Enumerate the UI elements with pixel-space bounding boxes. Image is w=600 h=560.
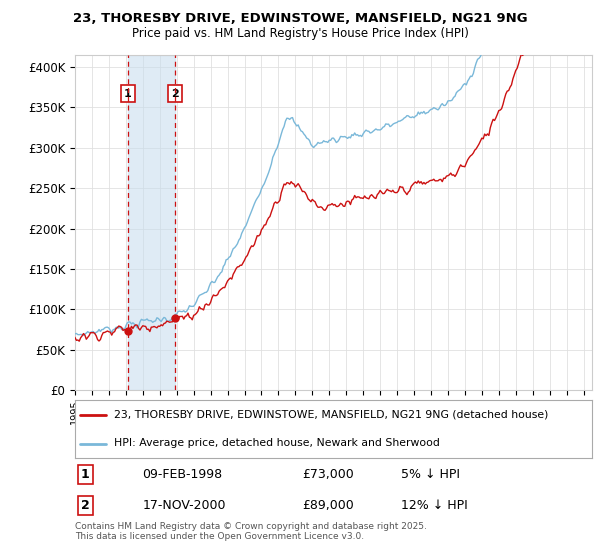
Text: 17-NOV-2000: 17-NOV-2000 [142,499,226,512]
Text: 1: 1 [81,468,90,481]
Text: HPI: Average price, detached house, Newark and Sherwood: HPI: Average price, detached house, Newa… [114,438,440,449]
Text: 09-FEB-1998: 09-FEB-1998 [142,468,223,481]
Text: 1: 1 [124,88,131,99]
Text: £73,000: £73,000 [302,468,354,481]
Text: 23, THORESBY DRIVE, EDWINSTOWE, MANSFIELD, NG21 9NG (detached house): 23, THORESBY DRIVE, EDWINSTOWE, MANSFIEL… [114,409,548,419]
Bar [128,55,175,390]
Text: Price paid vs. HM Land Registry's House Price Index (HPI): Price paid vs. HM Land Registry's House … [131,27,469,40]
Text: Contains HM Land Registry data © Crown copyright and database right 2025.
This d: Contains HM Land Registry data © Crown c… [75,522,427,542]
Text: 5% ↓ HPI: 5% ↓ HPI [401,468,460,481]
Text: £89,000: £89,000 [302,499,354,512]
Text: 2: 2 [171,88,179,99]
Text: 12% ↓ HPI: 12% ↓ HPI [401,499,467,512]
Text: 23, THORESBY DRIVE, EDWINSTOWE, MANSFIELD, NG21 9NG: 23, THORESBY DRIVE, EDWINSTOWE, MANSFIEL… [73,12,527,25]
Text: 2: 2 [81,499,90,512]
